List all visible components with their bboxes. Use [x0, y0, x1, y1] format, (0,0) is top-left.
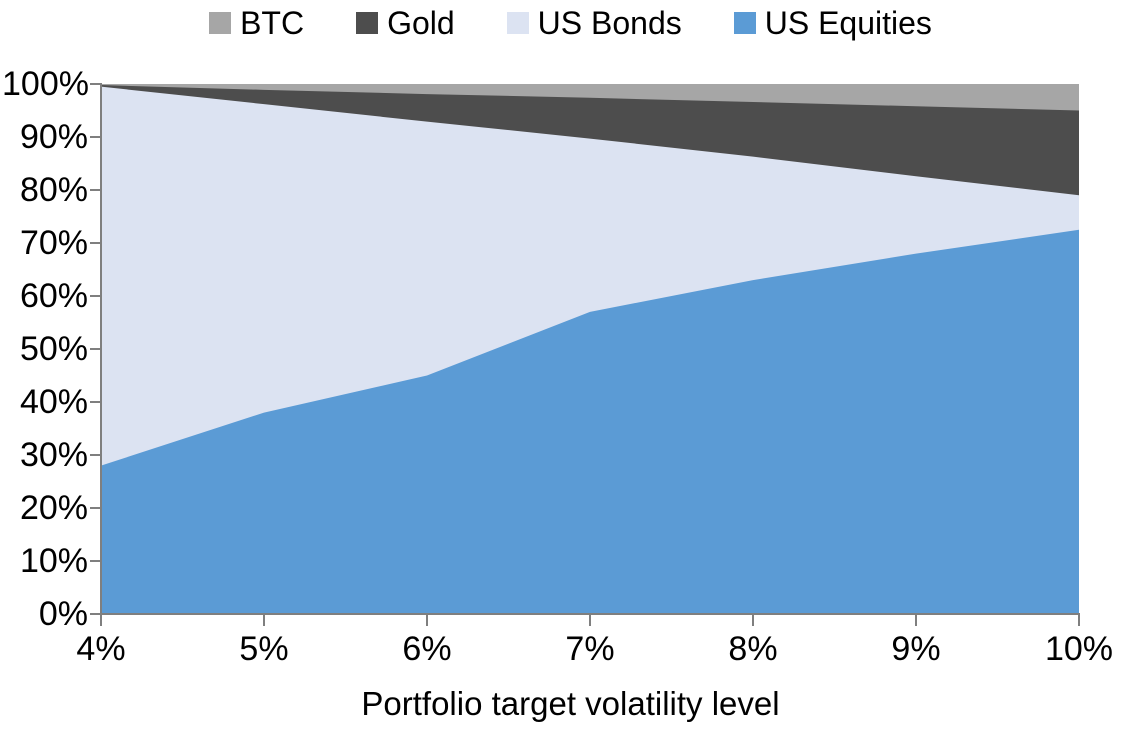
legend-item-btc[interactable]: BTC — [209, 6, 304, 40]
x-tick-9 — [915, 615, 917, 626]
legend-label-btc: BTC — [240, 5, 305, 41]
legend-label-us-bonds: US Bonds — [537, 5, 682, 41]
legend-item-gold[interactable]: Gold — [356, 6, 455, 40]
x-axis-title: Portfolio target volatility level — [361, 685, 780, 722]
y-tick-label-80: 80% — [19, 171, 88, 209]
x-tick-label-6: 6% — [402, 630, 452, 668]
plot-area — [101, 84, 1079, 614]
y-tick-label-100: 100% — [2, 65, 89, 103]
legend-item-us-equities[interactable]: US Equities — [733, 5, 932, 41]
legend-swatch-us-equities — [733, 12, 756, 34]
y-tick-label-40: 40% — [19, 383, 88, 421]
y-tick-label-70: 70% — [19, 224, 88, 262]
x-tick-label-8: 8% — [728, 630, 778, 668]
x-tick-label-10: 10% — [1044, 630, 1114, 668]
y-tick-80 — [90, 189, 101, 191]
y-tick-90 — [90, 136, 101, 138]
x-tick-10 — [1078, 615, 1080, 626]
x-tick-label-5: 5% — [239, 630, 289, 668]
x-tick-6 — [426, 615, 428, 626]
y-tick-20 — [90, 507, 101, 509]
y-tick-10 — [90, 560, 101, 562]
y-tick-70 — [90, 242, 101, 244]
x-tick-5 — [263, 615, 265, 626]
y-tick-label-20: 20% — [19, 489, 88, 527]
y-tick-label-90: 90% — [19, 118, 88, 156]
x-tick-8 — [752, 615, 754, 626]
y-tick-60 — [90, 295, 101, 297]
y-tick-30 — [90, 454, 101, 456]
x-tick-label-7: 7% — [565, 630, 615, 668]
x-axis-line — [100, 613, 1080, 615]
y-tick-label-10: 10% — [19, 542, 88, 580]
y-tick-label-30: 30% — [19, 436, 88, 474]
legend-swatch-us-bonds — [506, 12, 529, 34]
area-series-group — [101, 84, 1079, 614]
legend-swatch-gold — [356, 12, 379, 34]
x-tick-4 — [100, 615, 102, 626]
y-tick-0 — [90, 613, 101, 615]
y-tick-100 — [90, 83, 101, 85]
y-tick-label-50: 50% — [19, 330, 88, 368]
legend-swatch-btc — [209, 12, 232, 34]
x-tick-label-4: 4% — [76, 630, 126, 668]
legend-label-gold: Gold — [387, 5, 455, 41]
y-axis-line — [100, 83, 102, 615]
y-tick-40 — [90, 401, 101, 403]
x-tick-7 — [589, 615, 591, 626]
legend-label-us-equities: US Equities — [764, 5, 932, 41]
y-tick-label-60: 60% — [19, 277, 88, 315]
legend-item-us-bonds[interactable]: US Bonds — [506, 5, 682, 41]
chart-legend: BTC Gold US Bonds US Equities — [0, 6, 1141, 40]
y-axis-labels: 100% 90% 80% 70% 60% 50% 40% 30% 20% 10% 0% — [0, 0, 89, 742]
y-tick-label-0: 0% — [38, 595, 88, 633]
x-tick-label-9: 9% — [891, 630, 941, 668]
area-series-us-equities — [101, 229, 1079, 614]
y-tick-50 — [90, 348, 101, 350]
